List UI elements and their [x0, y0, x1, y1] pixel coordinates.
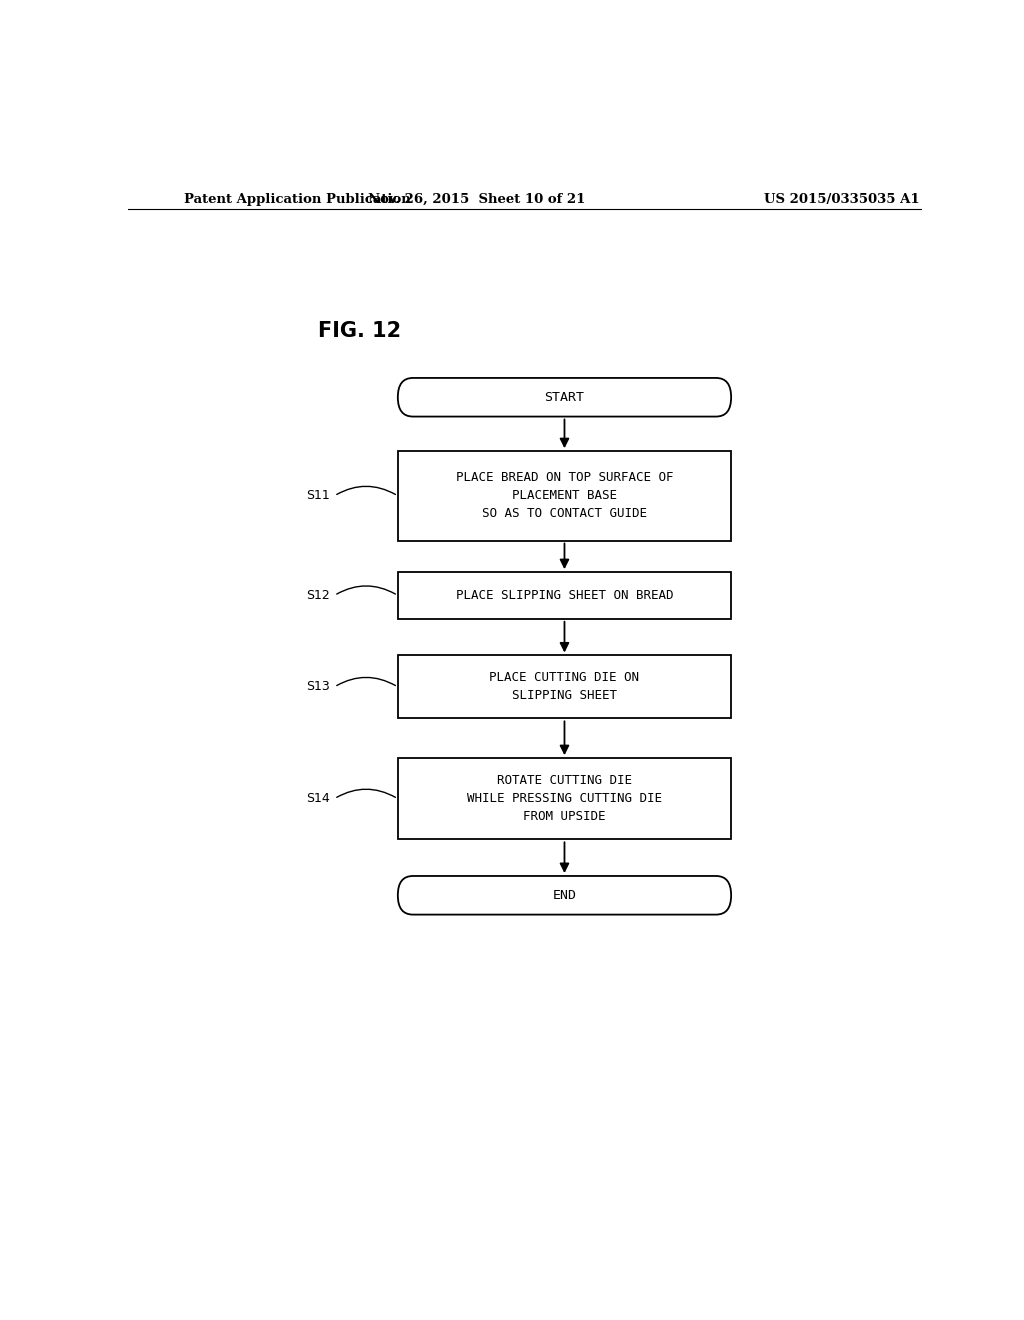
- Text: Patent Application Publication: Patent Application Publication: [183, 193, 411, 206]
- Text: S14: S14: [306, 792, 331, 805]
- FancyBboxPatch shape: [398, 378, 731, 417]
- Text: US 2015/0335035 A1: US 2015/0335035 A1: [765, 193, 920, 206]
- FancyBboxPatch shape: [398, 656, 731, 718]
- Text: FIG. 12: FIG. 12: [318, 321, 401, 341]
- Text: ROTATE CUTTING DIE
WHILE PRESSING CUTTING DIE
FROM UPSIDE: ROTATE CUTTING DIE WHILE PRESSING CUTTIN…: [467, 775, 662, 824]
- Text: S13: S13: [306, 680, 331, 693]
- FancyBboxPatch shape: [398, 876, 731, 915]
- Text: PLACE SLIPPING SHEET ON BREAD: PLACE SLIPPING SHEET ON BREAD: [456, 589, 673, 602]
- Text: START: START: [545, 391, 585, 404]
- Text: S12: S12: [306, 589, 331, 602]
- FancyBboxPatch shape: [398, 758, 731, 840]
- Text: PLACE BREAD ON TOP SURFACE OF
PLACEMENT BASE
SO AS TO CONTACT GUIDE: PLACE BREAD ON TOP SURFACE OF PLACEMENT …: [456, 471, 673, 520]
- FancyBboxPatch shape: [398, 572, 731, 619]
- Text: PLACE CUTTING DIE ON
SLIPPING SHEET: PLACE CUTTING DIE ON SLIPPING SHEET: [489, 672, 639, 702]
- Text: S11: S11: [306, 490, 331, 503]
- Text: END: END: [553, 888, 577, 902]
- FancyBboxPatch shape: [398, 451, 731, 541]
- Text: Nov. 26, 2015  Sheet 10 of 21: Nov. 26, 2015 Sheet 10 of 21: [369, 193, 586, 206]
